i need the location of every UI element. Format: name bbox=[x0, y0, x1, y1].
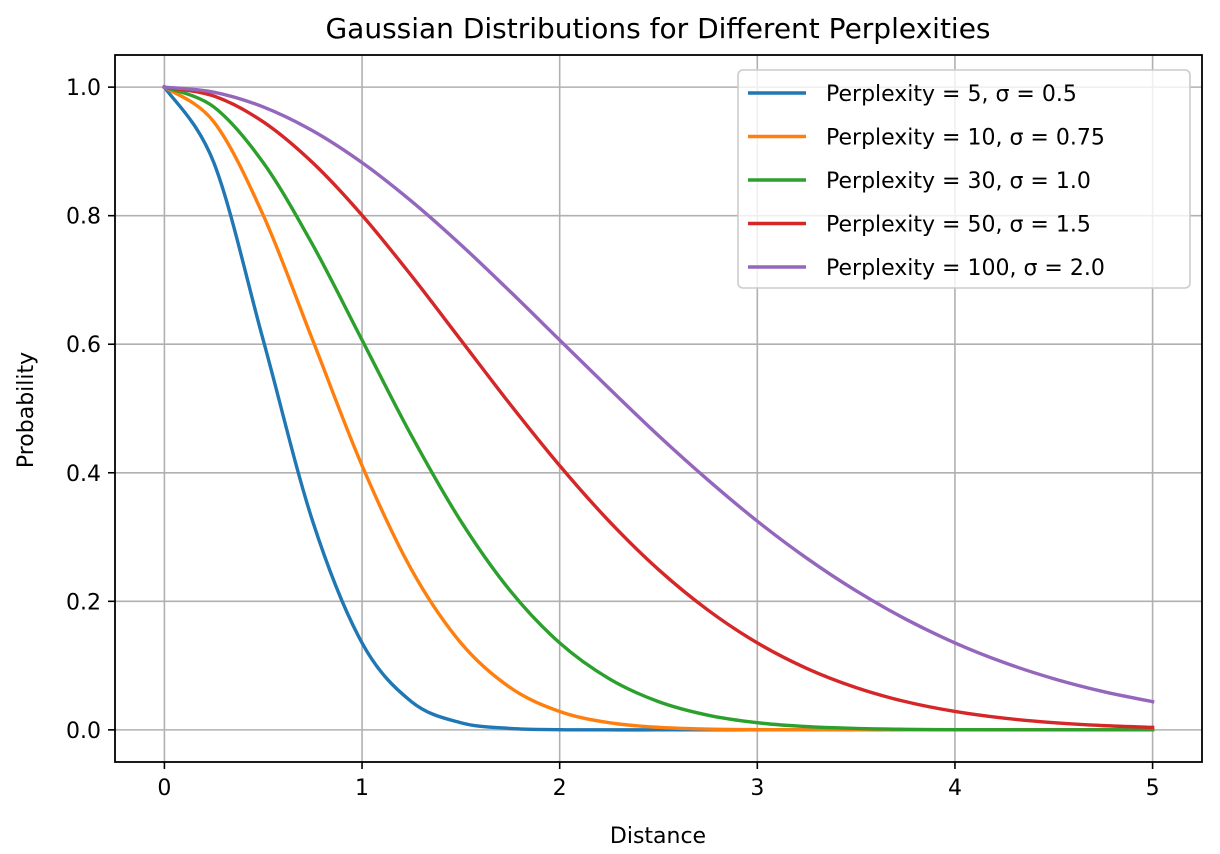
x-tick-label: 1 bbox=[355, 776, 369, 801]
legend-label-2: Perplexity = 10, σ = 0.75 bbox=[826, 126, 1105, 151]
series-line-4 bbox=[162, 85, 1155, 730]
y-tick-label: 0.0 bbox=[66, 719, 101, 744]
y-tick-label: 0.4 bbox=[66, 462, 101, 487]
axis-ticks: 0 1 2 3 4 5 0.0 0.2 0.4 0.6 0.8 1.0 bbox=[66, 76, 1160, 801]
x-tick-label: 5 bbox=[1146, 776, 1160, 801]
plot-frame bbox=[114, 54, 1203, 763]
y-tick-label: 0.8 bbox=[66, 205, 101, 230]
plot-series bbox=[162, 84, 1155, 732]
x-tick-label: 0 bbox=[157, 776, 171, 801]
y-tick-label: 0.2 bbox=[66, 590, 101, 615]
y-tick-label: 0.6 bbox=[66, 333, 101, 358]
x-tick-label: 3 bbox=[750, 776, 764, 801]
x-tick-label: 2 bbox=[553, 776, 567, 801]
series-line-5 bbox=[162, 85, 1155, 704]
y-axis-label: Probability bbox=[14, 352, 39, 468]
x-axis-label: Distance bbox=[610, 824, 706, 849]
x-tick-label: 4 bbox=[948, 776, 962, 801]
legend-box bbox=[737, 69, 1191, 289]
series-line-3 bbox=[162, 84, 1155, 732]
legend-label-5: Perplexity = 100, σ = 2.0 bbox=[826, 256, 1105, 281]
legend-label-4: Perplexity = 50, σ = 1.5 bbox=[826, 213, 1091, 238]
legend-label-3: Perplexity = 30, σ = 1.0 bbox=[826, 169, 1091, 194]
legend: Perplexity = 5, σ = 0.5 Perplexity = 10, … bbox=[737, 69, 1191, 289]
y-tick-label: 1.0 bbox=[66, 76, 101, 101]
legend-label-1: Perplexity = 5, σ = 0.5 bbox=[826, 82, 1077, 107]
chart-title: Gaussian Distributions for Different Per… bbox=[325, 12, 990, 45]
